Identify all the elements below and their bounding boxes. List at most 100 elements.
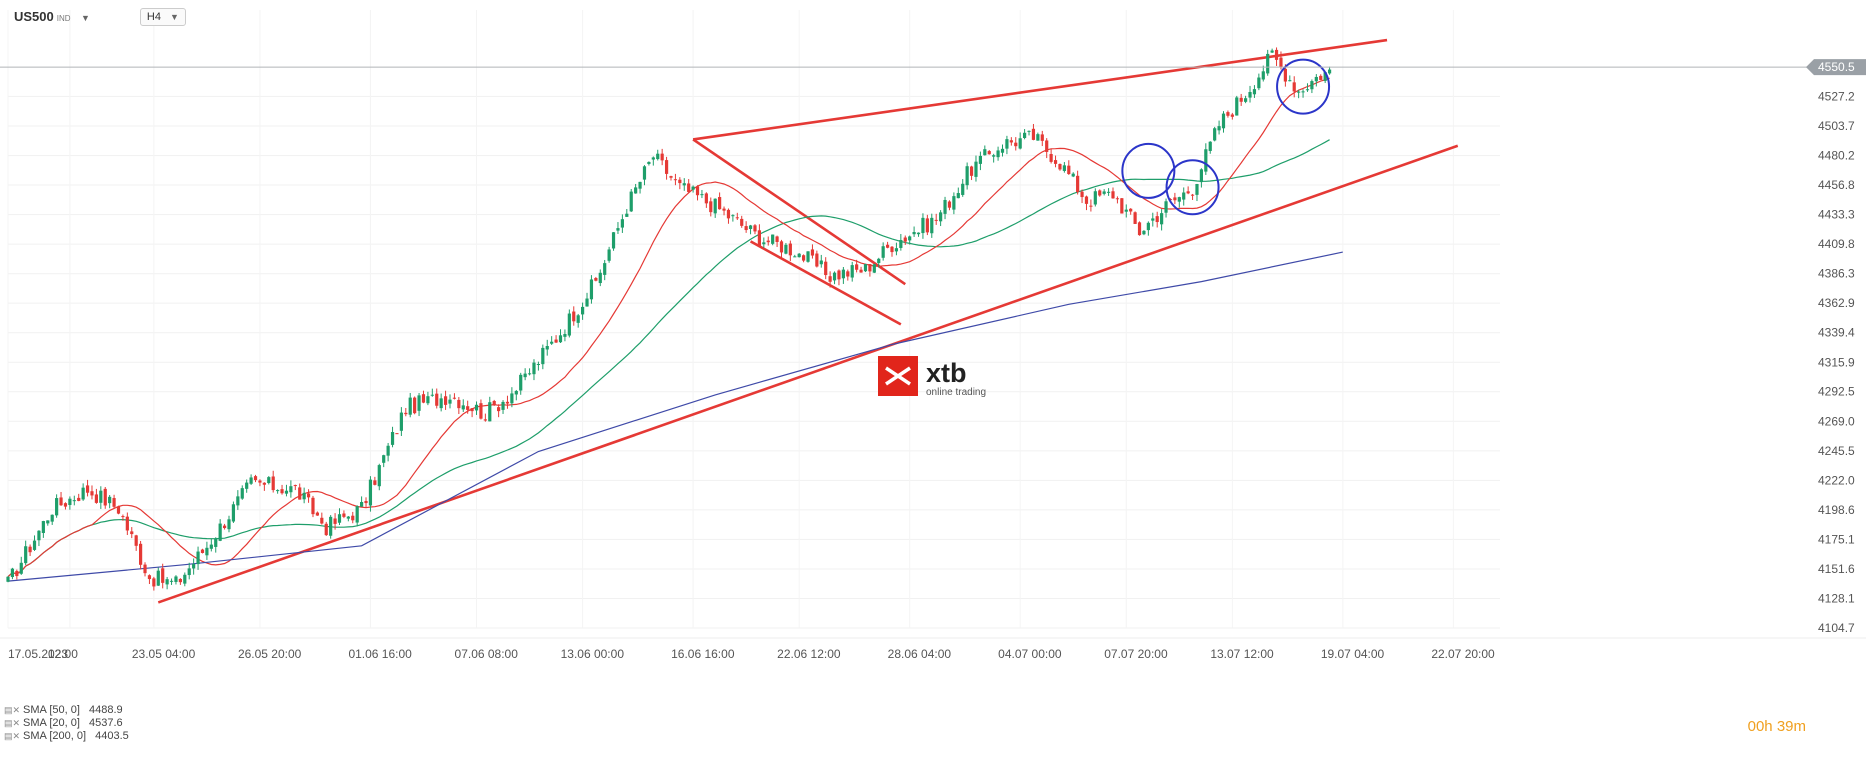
y-tick-label: 4104.7 [1818, 621, 1855, 635]
candle-body [634, 187, 638, 194]
candle-body [430, 394, 434, 396]
candle [1102, 189, 1106, 196]
candle [130, 527, 134, 539]
candle [253, 474, 258, 483]
candle [413, 396, 417, 415]
candle [10, 567, 15, 580]
candle-body [784, 244, 788, 254]
candle-body [656, 153, 660, 160]
y-tick-label: 4175.1 [1818, 532, 1855, 546]
x-tick-label: 22.06 12:00 [777, 647, 841, 661]
candle [1199, 168, 1203, 188]
candle [187, 562, 191, 580]
price-tag [1806, 59, 1866, 76]
candle [1093, 188, 1097, 207]
candle [1305, 83, 1310, 92]
indicator-settings-icon[interactable]: ▤✕ [4, 705, 21, 715]
candle-body [147, 575, 152, 580]
chevron-down-icon[interactable]: ▼ [170, 12, 179, 22]
candle-body [452, 397, 457, 399]
candle-body [625, 213, 629, 217]
candle-body [134, 535, 138, 546]
grid [7, 10, 1500, 629]
legend-sma200[interactable]: ▤✕ SMA [200, 0] 4403.5 [4, 730, 129, 742]
candle-body [576, 315, 580, 323]
indicator-settings-icon[interactable]: ▤✕ [4, 718, 21, 728]
legend-sma20[interactable]: ▤✕ SMA [20, 0] 4537.6 [4, 717, 123, 729]
candle [771, 234, 775, 246]
candle [24, 540, 28, 566]
candle-body [1031, 128, 1036, 140]
candle-body [921, 217, 925, 234]
candle-body [457, 399, 461, 409]
y-tick-label: 4362.9 [1818, 296, 1855, 310]
candle-body [373, 480, 377, 485]
indicator-settings-icon[interactable]: ▤✕ [4, 731, 21, 741]
candle [355, 505, 359, 527]
current-price-label: 4550.5 [1806, 59, 1866, 76]
candle [1266, 49, 1270, 76]
candle [961, 179, 965, 197]
candle [178, 578, 182, 585]
candle [903, 235, 907, 245]
candle-body [421, 394, 426, 403]
candle-body [527, 373, 532, 375]
candle [15, 569, 19, 580]
candle-body [872, 264, 876, 273]
chevron-down-icon[interactable]: ▼ [80, 13, 90, 23]
candle [890, 245, 894, 257]
candle-body [306, 493, 311, 498]
symbol-name: US500 IND [14, 9, 71, 24]
x-tick-label: 28.06 04:00 [888, 647, 952, 661]
candle [1000, 144, 1005, 157]
candle-body [925, 218, 929, 233]
candle [642, 165, 647, 186]
candle [828, 271, 832, 288]
candle-body [620, 219, 624, 228]
candle-body [360, 501, 364, 507]
candle-body [748, 225, 753, 229]
candle-body [890, 246, 894, 253]
candle-body [934, 219, 938, 221]
candle [1076, 170, 1080, 195]
candle [1195, 183, 1199, 202]
candle [894, 242, 899, 256]
candle-body [399, 412, 403, 431]
x-tick-label: 17.05.2023 [8, 647, 68, 661]
candle-body [1137, 222, 1142, 236]
candle [939, 210, 943, 227]
candle [337, 508, 342, 526]
candle [439, 393, 443, 412]
candle-body [740, 218, 744, 226]
trendline-upper-resistance [692, 38, 1388, 141]
y-tick-label: 4409.8 [1818, 237, 1855, 251]
candle-body [1102, 191, 1106, 194]
candle [558, 329, 563, 343]
candle-body [567, 313, 571, 336]
candle-body [1014, 142, 1018, 147]
candle-body [1226, 112, 1230, 116]
candle [245, 479, 249, 493]
candle [501, 400, 505, 414]
candle [1279, 51, 1283, 70]
trendline-lower-support [157, 144, 1459, 604]
candle [28, 544, 32, 557]
y-tick-label: 4433.3 [1818, 208, 1855, 222]
candle [872, 263, 876, 274]
candle [1027, 130, 1031, 136]
candle [1133, 211, 1137, 225]
candle-body [1115, 198, 1120, 200]
symbol-selector[interactable]: US500 IND ▼ [14, 8, 90, 26]
candle-body [523, 373, 527, 378]
candle [161, 563, 165, 589]
candle-body [209, 544, 213, 549]
timeframe-selector[interactable]: H4 ▼ [139, 8, 186, 26]
candle [1301, 89, 1305, 98]
candle [815, 250, 819, 268]
candle-body [46, 520, 50, 524]
candle-body [351, 515, 355, 521]
legend-sma50[interactable]: ▤✕ SMA [50, 0] 4488.9 [4, 704, 123, 716]
candle [656, 149, 660, 161]
